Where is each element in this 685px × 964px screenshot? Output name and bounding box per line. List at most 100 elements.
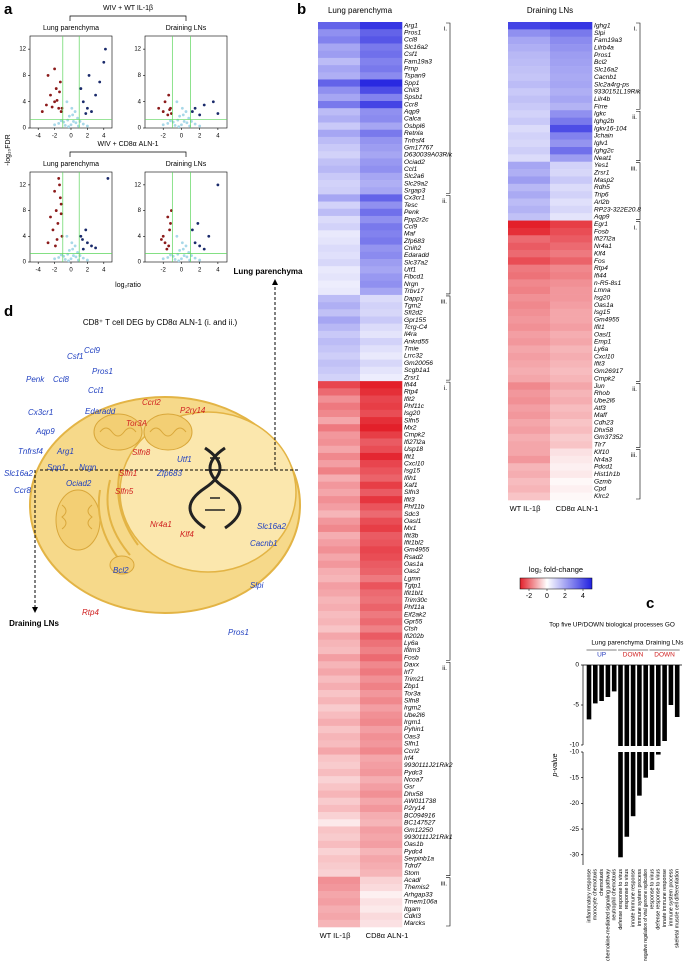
gene-label: Tcrg-C4 [404,324,428,331]
colorbar-tick-label: -2 [526,593,532,600]
point [177,125,181,129]
y-tick-label: 4 [138,234,142,240]
heatmap-cell [360,812,403,820]
gene-label: Arg1 [56,447,74,456]
heatmap-cell [360,409,403,418]
gene-label: Ccr8 [14,486,31,495]
point [67,259,70,263]
gene-label: Klf4 [594,250,606,257]
point [166,215,170,219]
heatmap-cell [360,338,403,346]
heatmap-cell [508,426,551,435]
point [193,241,197,245]
point [59,110,63,113]
gene-label: Cacnb1 [594,74,617,81]
gene-label: Cxcl10 [594,353,614,360]
y-tick-label: 8 [23,208,27,214]
x-tick-label: 4 [102,134,106,140]
point [207,234,211,238]
gene-label: Irgm2 [404,705,421,712]
point [173,123,177,127]
heatmap-cell [318,230,361,238]
heatmap-cell [318,891,361,899]
heatmap-cell [318,740,361,748]
point [181,247,185,251]
heatmap-cell [360,251,403,260]
heatmap-cell [360,553,403,561]
gene-label: Ifih1 [404,475,417,482]
heatmap-cell [550,205,593,214]
gene-label: Trim21 [404,676,424,683]
point [69,123,73,127]
point [71,247,75,251]
gene-label: Tgtp1 [404,583,421,590]
gene-label: Csf1 [67,352,83,361]
heatmap-cell [550,279,593,288]
gene-label: Rhob [594,390,610,397]
point [198,124,202,128]
heatmap-cell [360,618,403,626]
heatmap-cell [360,108,403,116]
heatmap-cell [360,302,403,310]
heatmap-cell [318,546,361,554]
block-label: iii. [441,880,447,887]
gene-label: Fibcd1 [404,274,424,281]
heatmap-cell [360,539,403,547]
bracket [636,110,641,162]
block-label: ii. [442,665,447,672]
point [53,123,56,127]
heatmap-cell [318,531,361,540]
gene-label: Chil3 [404,87,419,94]
gene-label: Rsad2 [404,554,423,561]
heatmap-cell [318,345,361,353]
heatmap-cell [550,235,593,243]
gene-label: 9930111J21Rik2 [404,762,453,769]
y-tick-label: 12 [134,47,141,53]
bar [649,665,655,746]
gene-label: Jchain [593,133,613,140]
gene-label: Isg20 [404,410,420,417]
gene-label: Edaradd [404,252,429,259]
heatmap-cell [360,57,403,66]
heatmap-cell [318,847,361,856]
heatmap-cell [360,675,403,684]
gene-label: Serpinb1a [404,856,434,863]
gene-label: Fam19a3 [404,58,432,65]
point [55,238,59,241]
gene-label: Ifi27l2a [594,236,616,243]
gene-label: Tor3a [404,690,421,697]
heatmap-cell [318,50,361,59]
heatmap-cell [318,804,361,813]
heatmap-cell [508,316,551,324]
heatmap-cell [318,747,361,755]
bracket [446,22,451,194]
heatmap-cell [318,309,361,317]
point [59,253,63,257]
heatmap-cell [318,101,361,109]
gene-label: P2ry14 [180,406,206,415]
heatmap-cell [318,452,361,461]
heatmap-cell [360,266,403,274]
heatmap-cell [360,366,403,375]
gene-label: Klf4 [180,530,194,539]
heatmap-cell [318,373,361,382]
gene-label: Fam19a3 [594,37,622,44]
heatmap-cell [318,517,361,526]
x-tick-label: 0 [69,268,73,274]
point [187,250,191,254]
heatmap-cell [550,382,593,390]
heatmap-cell [360,237,403,245]
point [198,244,202,248]
bracket [446,195,451,295]
gene-label: Phf11a [404,604,425,611]
heatmap-cell [360,639,403,648]
heatmap-cell [360,309,403,317]
heatmap-cell [318,560,361,569]
gene-label: Neat1 [594,155,612,162]
heatmap-cell [360,144,403,152]
x-tick-label: 2 [198,134,202,140]
heatmap-cell [360,747,403,755]
gene-label: Ccl1 [404,166,418,173]
point [53,100,56,104]
gene-label: Oasl1 [404,518,422,525]
